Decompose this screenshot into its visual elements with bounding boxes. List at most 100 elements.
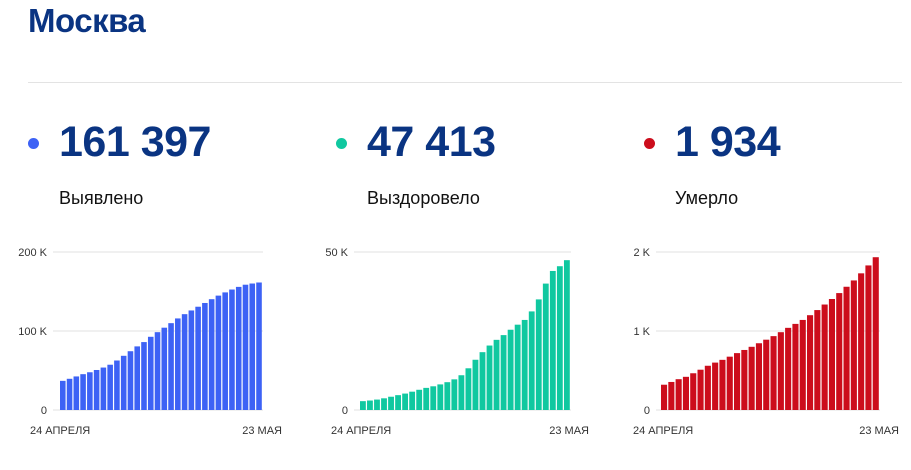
recovered-x-end-label: 23 МАЯ <box>549 425 589 437</box>
confirmed-bar <box>175 318 181 410</box>
deaths-bar <box>836 293 843 410</box>
deaths-bar <box>755 343 762 410</box>
confirmed-x-end-label: 23 МАЯ <box>242 425 282 437</box>
recovered-bar <box>423 387 430 410</box>
recovered-bar <box>360 401 366 410</box>
recovered-bar <box>416 389 423 410</box>
recovered-bar <box>479 352 486 410</box>
confirmed-y-tick-label: 100 K <box>18 326 47 338</box>
deaths-bar <box>748 346 755 410</box>
confirmed-bar <box>73 376 80 410</box>
confirmed-bar <box>208 299 215 410</box>
recovered-bar <box>437 384 444 410</box>
deaths-bar <box>682 376 689 410</box>
recovered-bar <box>381 398 387 410</box>
deaths-bar <box>828 299 835 410</box>
recovered-bar <box>549 270 556 410</box>
confirmed-bar <box>107 364 113 410</box>
deaths-bar <box>807 315 814 410</box>
recovered-bar <box>451 379 458 410</box>
deaths-bar <box>843 286 850 410</box>
recovered-dot-icon <box>336 138 347 149</box>
stat-confirmed-value: 161 397 <box>59 118 211 166</box>
deaths-bar <box>777 332 784 410</box>
deaths-bar <box>734 353 741 410</box>
confirmed-bar <box>242 284 249 410</box>
deaths-x-end-label: 23 МАЯ <box>859 425 899 437</box>
confirmed-bar <box>80 374 86 410</box>
deaths-bar <box>770 336 777 410</box>
confirmed-bar <box>202 302 208 410</box>
confirmed-x-start-label: 24 АПРЕЛЯ <box>30 425 90 437</box>
recovered-bar <box>367 400 373 410</box>
recovered-bar <box>430 386 437 410</box>
stat-confirmed-label: Выявлено <box>59 188 144 208</box>
confirmed-bar <box>127 351 134 410</box>
confirmed-bar <box>60 380 66 410</box>
deaths-bar <box>697 369 704 410</box>
deaths-bar <box>675 379 682 410</box>
recovered-bar <box>493 339 500 410</box>
deaths-bar <box>763 339 770 410</box>
recovered-bar <box>563 260 570 410</box>
confirmed-bar <box>181 314 188 410</box>
confirmed-bar <box>154 332 161 410</box>
deaths-bar <box>704 365 711 410</box>
confirmed-bar <box>120 355 127 410</box>
deaths-y-tick-label: 2 K <box>633 247 650 259</box>
deaths-bar <box>858 273 865 410</box>
confirmed-bar <box>141 342 147 410</box>
deaths-bar <box>872 257 879 410</box>
confirmed-bar <box>188 310 195 410</box>
recovered-bar <box>444 382 451 410</box>
confirmed-chart: 0 100 K 200 K 24 АПРЕЛЯ 23 МАЯ <box>18 247 282 437</box>
confirmed-y-tick-label: 200 K <box>18 247 47 259</box>
confirmed-bar <box>93 369 100 410</box>
deaths-dot-icon <box>644 138 655 149</box>
recovered-bar <box>542 283 549 410</box>
recovered-bar <box>374 399 380 410</box>
recovered-bar <box>402 393 409 410</box>
deaths-bar <box>741 349 748 410</box>
recovered-bar <box>465 368 472 410</box>
recovered-y-tick-label: 0 <box>342 405 348 417</box>
divider <box>28 82 902 83</box>
confirmed-y-tick-label: 0 <box>41 405 47 417</box>
deaths-bar <box>850 280 857 410</box>
confirmed-bar <box>235 286 242 410</box>
deaths-chart: 0 1 K 2 K 24 АПРЕЛЯ 23 МАЯ <box>633 247 899 437</box>
recovered-bar <box>521 319 528 410</box>
confirmed-bar <box>161 327 168 410</box>
deaths-bar <box>690 373 697 410</box>
recovered-y-tick-label: 50 K <box>325 247 348 259</box>
recovered-bar <box>458 375 465 410</box>
deaths-bar <box>668 381 675 410</box>
stat-recovered-value: 47 413 <box>367 118 496 166</box>
recovered-x-start-label: 24 АПРЕЛЯ <box>331 425 391 437</box>
stat-deaths-value: 1 934 <box>675 118 781 166</box>
confirmed-bar <box>66 378 73 410</box>
recovered-bar <box>528 311 535 410</box>
confirmed-bar <box>114 360 120 410</box>
deaths-bar <box>814 310 821 410</box>
recovered-bar <box>395 395 401 410</box>
deaths-bar <box>792 323 799 410</box>
confirmed-bar <box>134 346 140 410</box>
deaths-bar <box>799 319 806 410</box>
recovered-bar <box>507 329 514 410</box>
confirmed-bar <box>147 336 154 410</box>
page-title: Москва <box>28 2 146 39</box>
stat-deaths-label: Умерло <box>675 188 739 208</box>
confirmed-bar <box>87 372 93 410</box>
deaths-bar <box>865 265 872 410</box>
recovered-bar <box>388 396 394 410</box>
deaths-y-tick-label: 0 <box>644 405 650 417</box>
confirmed-bar <box>215 295 222 410</box>
stat-recovered-label: Выздоровело <box>367 188 480 208</box>
confirmed-bar <box>222 292 228 410</box>
deaths-y-tick-label: 1 K <box>633 326 650 338</box>
recovered-bar <box>409 391 416 410</box>
deaths-x-start-label: 24 АПРЕЛЯ <box>633 425 693 437</box>
recovered-bar <box>500 335 507 410</box>
confirmed-bar <box>229 289 235 410</box>
